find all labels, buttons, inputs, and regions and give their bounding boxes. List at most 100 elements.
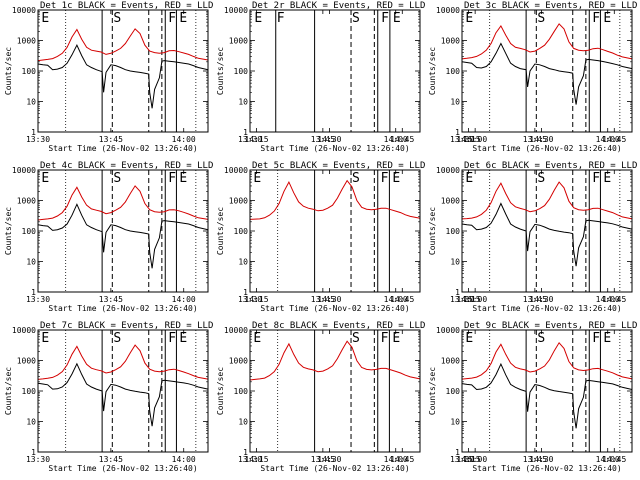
event-marker-f: F: [592, 171, 600, 186]
event-marker-e: E: [41, 331, 49, 346]
x-axis-label: Start Time (26-Nov-02 13:26:40): [48, 464, 197, 473]
x-tick-label: 14:30: [529, 135, 553, 144]
events-series-line: [461, 42, 633, 105]
event-marker-f: F: [277, 11, 285, 26]
y-tick-label: 10: [450, 98, 460, 107]
y-tick-label: 10: [26, 258, 36, 267]
panel-title: Det 9c BLACK = Events, RED = LLD: [464, 321, 637, 331]
y-tick-label: 100: [234, 227, 249, 236]
x-tick-label: 13:45: [523, 135, 547, 144]
y-tick-label: 10000: [436, 166, 460, 175]
events-series-line: [37, 44, 209, 109]
lld-series-line: [37, 185, 209, 221]
lld-series-line: [37, 28, 209, 62]
event-marker-e: E: [179, 11, 187, 26]
panel-det-5: Det 5c BLACK = Events, RED = LLD 1 10 100 10…: [216, 161, 627, 313]
x-axis-label: Start Time (26-Nov-02 13:26:40): [260, 144, 409, 153]
x-tick-label: 14:30: [317, 135, 341, 144]
event-marker-f: F: [168, 11, 176, 26]
plot-frame: [249, 9, 421, 133]
y-tick-label: 1000: [17, 357, 36, 366]
y-tick-label: 10: [238, 258, 248, 267]
event-marker-e: E: [179, 171, 187, 186]
y-axis-label: Counts/sec: [4, 207, 13, 255]
event-marker-e: E: [603, 331, 611, 346]
y-axis-label: Counts/sec: [4, 367, 13, 415]
y-tick-label: 1: [31, 448, 36, 457]
panel-title: Det 5c BLACK = Events, RED = LLD: [252, 161, 425, 171]
x-tick-label: 13:45: [99, 295, 123, 304]
x-tick-label: 14:00: [172, 295, 196, 304]
panel-title: Det 1c BLACK = Events, RED = LLD: [40, 1, 213, 11]
y-tick-label: 10000: [224, 6, 248, 15]
x-tick-label: 14:30: [529, 295, 553, 304]
x-tick-label: 14:45: [602, 135, 626, 144]
y-tick-label: 10000: [224, 166, 248, 175]
x-tick-label: 14:00: [172, 135, 196, 144]
event-marker-e: E: [41, 171, 49, 186]
x-tick-label: 14:15: [245, 135, 269, 144]
events-series-line: [37, 362, 209, 427]
event-marker-e: E: [393, 11, 401, 26]
y-tick-label: 100: [22, 227, 37, 236]
y-tick-label: 100: [234, 387, 249, 396]
event-marker-e: E: [465, 171, 473, 186]
x-axis-label: Start Time (26-Nov-02 13:26:40): [48, 304, 197, 313]
plot-frame: [461, 169, 633, 293]
panel-det-7: Det 7c BLACK = Events, RED = LLD 1 10 100 10…: [4, 321, 487, 473]
event-marker-f: F: [381, 171, 389, 186]
y-tick-label: 10: [238, 98, 248, 107]
x-tick-label: 13:30: [238, 455, 262, 464]
event-marker-s: S: [352, 11, 360, 26]
x-tick-label: 14:30: [529, 455, 553, 464]
event-marker-e: E: [392, 331, 400, 346]
y-tick-label: 1: [31, 288, 36, 297]
lld-series-line: [461, 341, 633, 380]
events-series-line: [461, 202, 633, 267]
y-tick-label: 1: [243, 128, 248, 137]
y-tick-label: 100: [446, 227, 461, 236]
x-tick-label: 15:00: [463, 295, 487, 304]
x-tick-label: 14:00: [384, 455, 408, 464]
panel-det-1: Det 1c BLACK = Events, RED = LLD 1 10 100 10…: [4, 1, 487, 153]
plot-frame: [461, 329, 633, 453]
y-tick-label: 100: [234, 67, 249, 76]
y-tick-label: 1000: [441, 357, 460, 366]
y-tick-label: 1000: [229, 357, 248, 366]
x-tick-label: 14:45: [602, 295, 626, 304]
event-marker-s: S: [537, 11, 545, 26]
y-tick-label: 10000: [436, 6, 460, 15]
x-tick-label: 14:15: [245, 295, 269, 304]
x-tick-label: 13:45: [311, 455, 335, 464]
y-axis-label: Counts/sec: [216, 367, 225, 415]
plot-frame: [37, 9, 209, 133]
y-axis-label: Counts/sec: [428, 367, 437, 415]
y-tick-label: 1000: [441, 197, 460, 206]
lld-series-line: [249, 179, 421, 220]
panel-title: Det 3c BLACK = Events, RED = LLD: [464, 1, 637, 11]
y-tick-label: 10000: [436, 326, 460, 335]
y-tick-label: 10: [26, 418, 36, 427]
x-tick-label: 14:00: [384, 295, 408, 304]
x-tick-label: 13:45: [311, 135, 335, 144]
y-tick-label: 1000: [17, 197, 36, 206]
y-tick-label: 10: [26, 98, 36, 107]
event-marker-e: E: [603, 171, 611, 186]
y-axis-label: Counts/sec: [428, 207, 437, 255]
x-tick-label: 14:15: [457, 455, 481, 464]
x-tick-label: 14:00: [596, 455, 620, 464]
lld-series-line: [461, 23, 633, 60]
y-tick-label: 10000: [12, 6, 36, 15]
x-tick-label: 13:30: [26, 135, 50, 144]
y-tick-label: 10: [238, 418, 248, 427]
event-marker-e: E: [253, 331, 261, 346]
x-tick-label: 13:45: [311, 295, 335, 304]
event-marker-e: E: [392, 171, 400, 186]
plot-frame: [37, 169, 209, 293]
x-tick-label: 13:30: [450, 455, 474, 464]
x-tick-label: 14:15: [245, 455, 269, 464]
x-axis-label: Start Time (26-Nov-02 13:26:40): [472, 304, 621, 313]
panel-title: Det 7c BLACK = Events, RED = LLD: [40, 321, 213, 331]
x-tick-label: 13:45: [523, 295, 547, 304]
